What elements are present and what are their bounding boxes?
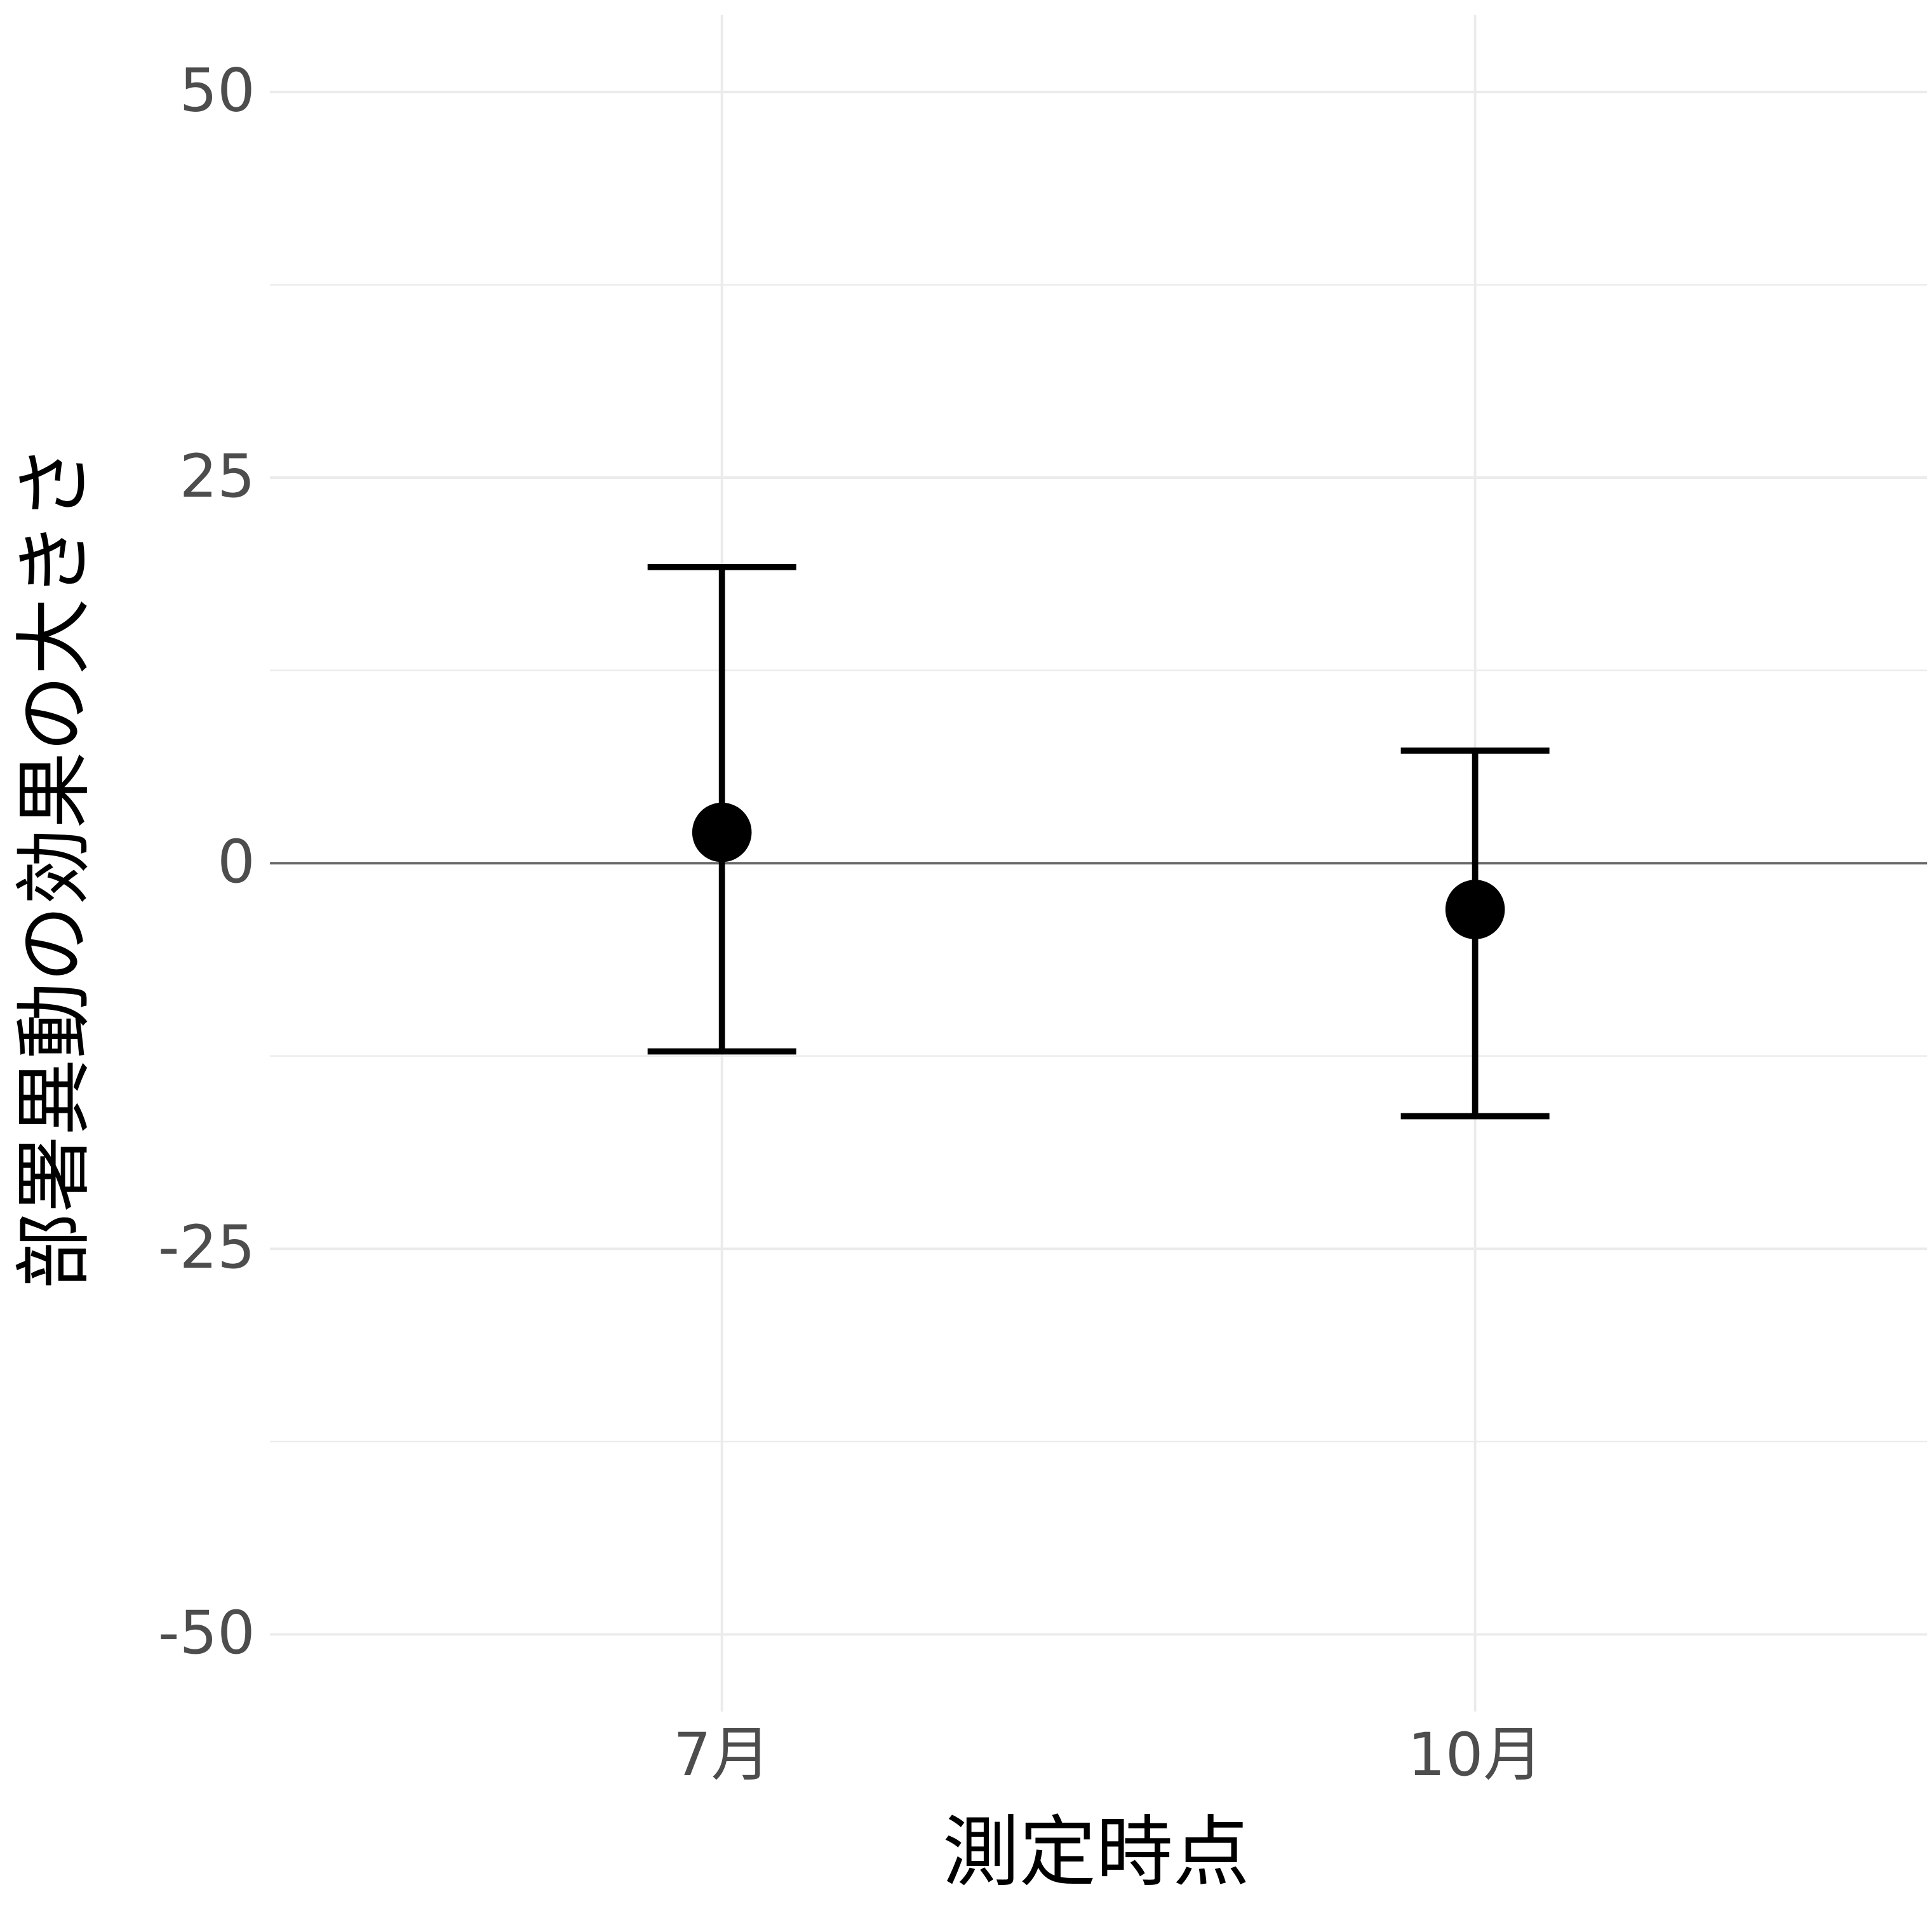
- y-tick-label: 0: [217, 828, 255, 897]
- y-axis-title: 部署異動の効果の大きさ: [10, 445, 99, 1289]
- point: [692, 802, 752, 862]
- y-tick-label: -50: [158, 1599, 255, 1668]
- point: [1445, 880, 1505, 939]
- y-tick-label: 25: [180, 442, 255, 511]
- y-tick-label: -25: [158, 1213, 255, 1282]
- x-axis-title: 測定時点: [943, 1808, 1250, 1897]
- y-tick-label: 50: [180, 57, 255, 126]
- x-tick-label: 7月: [673, 1721, 770, 1790]
- x-tick-label: 10月: [1407, 1721, 1543, 1790]
